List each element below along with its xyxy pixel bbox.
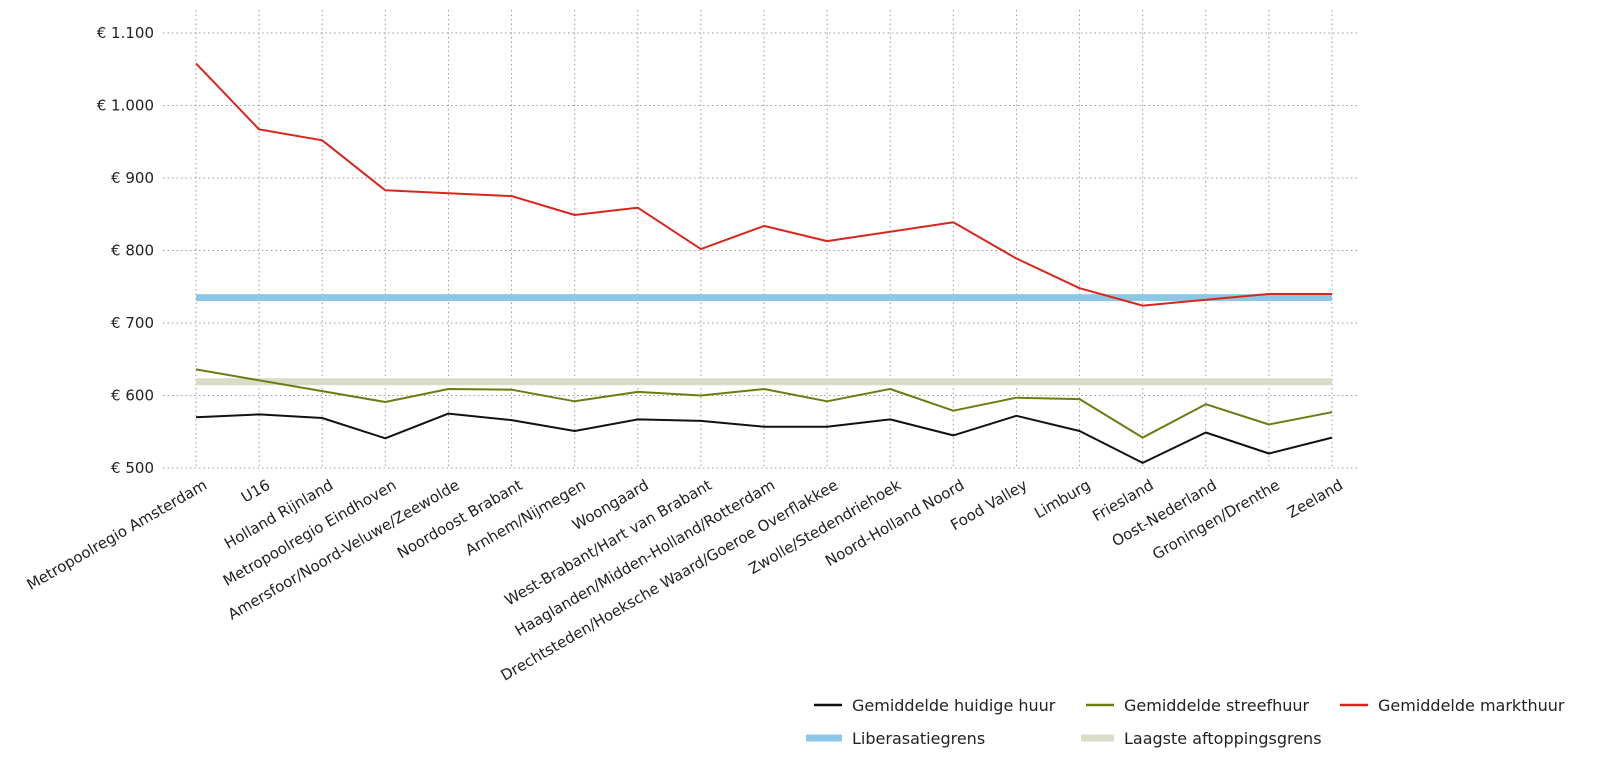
legend-label-aftopping: Laagste aftoppingsgrens <box>1124 729 1322 748</box>
y-axis: € 500 € 600 € 700 € 800 € 900 € 1.000 € 1.100 <box>97 24 154 477</box>
x-tick-label: Zeeland <box>1284 476 1346 522</box>
legend-item-streef: Gemiddelde streefhuur <box>1086 696 1310 715</box>
legend-label-liberalisatie: Liberasatiegrens <box>852 729 985 748</box>
series-line <box>195 412 1333 464</box>
y-tick-label: € 700 <box>111 314 154 332</box>
legend-label-huidige: Gemiddelde huidige huur <box>852 696 1056 715</box>
series-lines <box>195 62 1333 464</box>
legend: Gemiddelde huidige huur Gemiddelde stree… <box>806 696 1565 748</box>
y-tick-label: € 1.100 <box>97 24 154 42</box>
series-line <box>195 368 1333 439</box>
y-tick-label: € 1.000 <box>97 97 154 115</box>
grid <box>163 10 1360 469</box>
x-tick-label: Metropoolregio Amsterdam <box>24 476 210 594</box>
legend-label-streef: Gemiddelde streefhuur <box>1124 696 1310 715</box>
series-line <box>195 62 1332 307</box>
legend-item-liberalisatie: Liberasatiegrens <box>806 729 985 748</box>
legend-item-huidige: Gemiddelde huidige huur <box>814 696 1056 715</box>
y-tick-label: € 500 <box>111 459 154 477</box>
y-tick-label: € 600 <box>111 387 154 405</box>
x-tick-label: U16 <box>238 476 273 507</box>
y-tick-label: € 800 <box>111 242 154 260</box>
legend-item-markt: Gemiddelde markthuur <box>1340 696 1565 715</box>
reference-lines <box>196 294 1332 386</box>
legend-label-markt: Gemiddelde markthuur <box>1378 696 1565 715</box>
x-tick-label: Limburg <box>1031 476 1093 522</box>
legend-item-aftopping: Laagste aftoppingsgrens <box>1081 729 1322 748</box>
y-tick-label: € 900 <box>111 169 154 187</box>
